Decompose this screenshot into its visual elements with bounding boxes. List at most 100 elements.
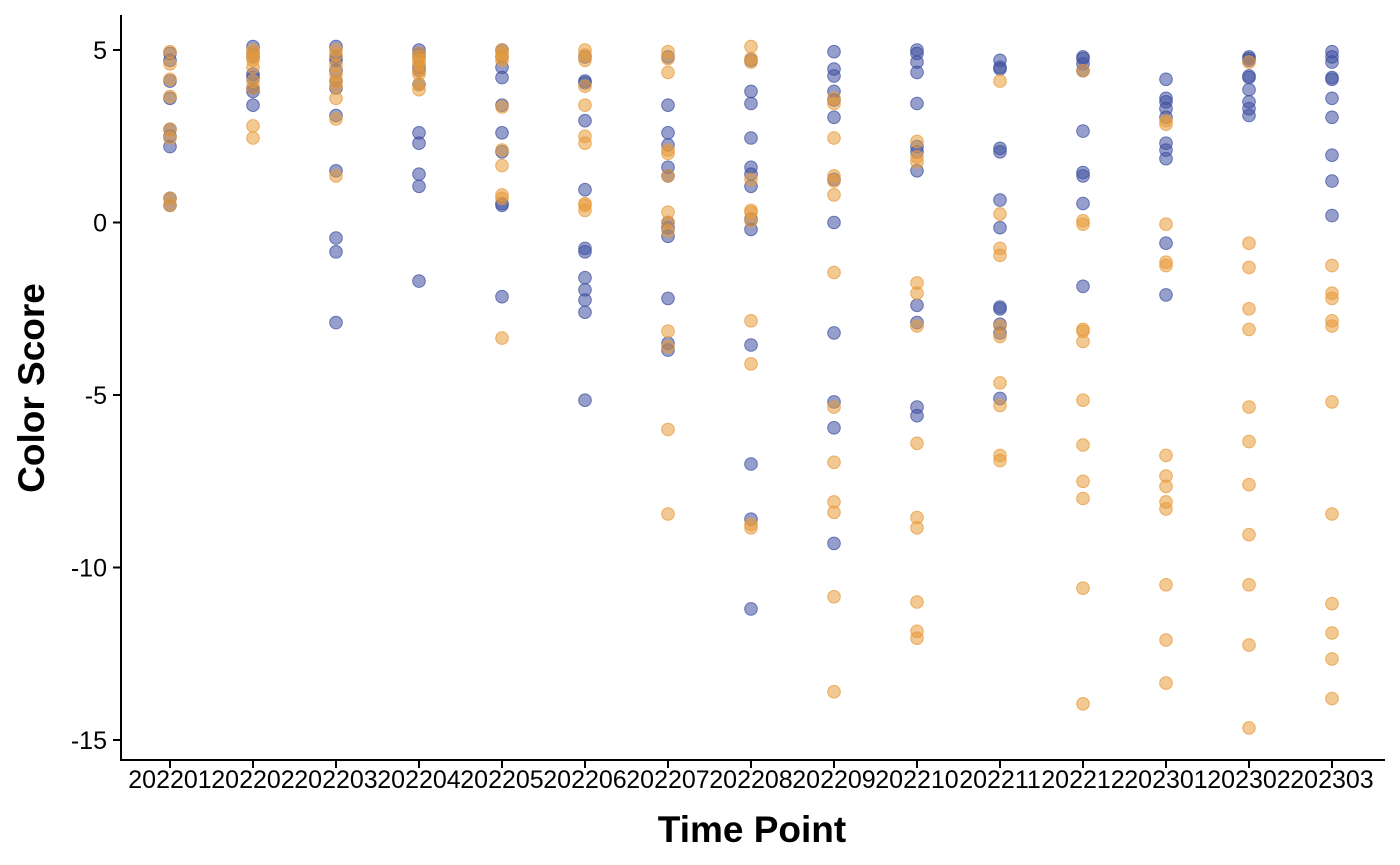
x-tick-label: 202302 bbox=[1207, 766, 1290, 794]
data-point bbox=[1325, 319, 1339, 333]
y-axis-ticks: 5 0 -5 -10 -15 bbox=[71, 37, 121, 755]
data-point bbox=[578, 113, 592, 128]
data-point bbox=[744, 314, 758, 328]
data-point bbox=[993, 398, 1007, 413]
data-point bbox=[827, 400, 841, 414]
data-point bbox=[1076, 217, 1090, 231]
data-point bbox=[578, 182, 592, 197]
data-point bbox=[827, 590, 841, 604]
data-point bbox=[329, 231, 343, 245]
data-point bbox=[246, 119, 260, 133]
data-point bbox=[1325, 626, 1339, 640]
data-point bbox=[1159, 448, 1173, 463]
data-point bbox=[1159, 117, 1173, 131]
data-point bbox=[1076, 438, 1090, 452]
data-point bbox=[827, 421, 841, 435]
data-point bbox=[1159, 151, 1173, 166]
data-point bbox=[827, 69, 841, 83]
data-point bbox=[993, 62, 1007, 76]
data-point bbox=[578, 53, 592, 68]
data-point bbox=[1325, 596, 1339, 611]
data-point bbox=[1159, 479, 1173, 494]
x-tick-label: 202207 bbox=[626, 766, 709, 794]
data-point bbox=[163, 131, 177, 145]
data-point bbox=[827, 110, 841, 125]
data-point bbox=[827, 326, 841, 340]
data-point bbox=[1242, 70, 1256, 85]
data-point bbox=[1242, 527, 1256, 542]
x-tick-label: 202205 bbox=[460, 766, 543, 794]
data-point bbox=[246, 60, 260, 75]
x-tick-label: 202209 bbox=[792, 766, 875, 794]
data-point bbox=[1076, 196, 1090, 211]
data-point bbox=[578, 245, 592, 259]
data-point bbox=[744, 131, 758, 145]
data-point bbox=[827, 455, 841, 470]
data-point bbox=[578, 203, 592, 218]
data-point bbox=[1325, 208, 1339, 223]
data-point bbox=[578, 98, 592, 112]
data-point bbox=[1325, 291, 1339, 306]
data-point bbox=[1076, 393, 1090, 408]
data-point bbox=[661, 146, 675, 161]
data-point bbox=[661, 324, 675, 339]
data-point bbox=[661, 126, 675, 140]
data-point bbox=[1242, 260, 1256, 275]
data-point bbox=[910, 65, 924, 80]
data-point bbox=[1159, 633, 1173, 647]
data-point bbox=[1159, 578, 1173, 592]
data-point bbox=[1159, 258, 1173, 273]
data-point bbox=[910, 298, 924, 313]
data-point bbox=[1242, 434, 1256, 449]
data-point bbox=[993, 74, 1007, 88]
data-point bbox=[744, 172, 758, 187]
data-point bbox=[1325, 91, 1339, 106]
data-point bbox=[744, 602, 758, 616]
data-point bbox=[495, 191, 509, 206]
data-point bbox=[578, 305, 592, 320]
data-point bbox=[1076, 334, 1090, 349]
data-point bbox=[661, 224, 675, 238]
data-point bbox=[495, 100, 509, 114]
data-point bbox=[744, 357, 758, 371]
data-point bbox=[744, 96, 758, 111]
data-point bbox=[163, 44, 177, 59]
data-point bbox=[329, 79, 343, 93]
data-point bbox=[1325, 55, 1339, 69]
data-point bbox=[329, 112, 343, 126]
data-point bbox=[744, 338, 758, 352]
x-tick-label: 202204 bbox=[377, 766, 461, 794]
data-point bbox=[827, 684, 841, 699]
data-point bbox=[993, 145, 1007, 159]
y-tick-label: -10 bbox=[71, 555, 107, 583]
data-point bbox=[744, 214, 758, 228]
data-point bbox=[910, 96, 924, 111]
data-point bbox=[1076, 474, 1090, 489]
data-point bbox=[246, 98, 260, 112]
data-point bbox=[661, 51, 675, 66]
data-point bbox=[578, 136, 592, 150]
data-point bbox=[910, 155, 924, 169]
data-point bbox=[910, 134, 924, 149]
data-point bbox=[827, 131, 841, 145]
data-point bbox=[1325, 72, 1339, 87]
data-point bbox=[1076, 697, 1090, 711]
data-point bbox=[1159, 288, 1173, 302]
data-point bbox=[993, 248, 1007, 263]
data-point bbox=[1325, 395, 1339, 409]
data-point bbox=[1325, 174, 1339, 188]
data-point bbox=[329, 245, 343, 259]
data-point bbox=[1159, 217, 1173, 231]
x-tick-label: 202202 bbox=[211, 766, 294, 794]
data-point bbox=[1242, 236, 1256, 250]
data-point bbox=[910, 319, 924, 333]
data-point bbox=[744, 84, 758, 99]
data-point bbox=[1076, 124, 1090, 138]
x-tick-label: 202210 bbox=[875, 766, 958, 794]
data-point bbox=[993, 329, 1007, 344]
y-tick-label: -5 bbox=[85, 382, 107, 410]
data-point bbox=[744, 55, 758, 69]
data-point bbox=[412, 167, 426, 181]
data-point bbox=[1076, 581, 1090, 596]
data-point bbox=[163, 89, 177, 104]
